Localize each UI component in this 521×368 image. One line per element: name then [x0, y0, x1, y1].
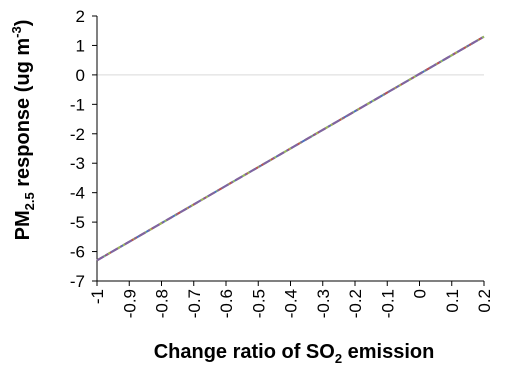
x-tick-label: -0.9: [120, 289, 139, 318]
y-tick-label: 2: [76, 7, 85, 26]
x-tick-label: 0.1: [443, 289, 462, 313]
y-tick-label: -4: [70, 184, 85, 203]
x-tick-label: 0.2: [475, 289, 494, 313]
x-tick-labels: -1 -0.9 -0.8 -0.7 -0.6 -0.5 -0.4 -0.3 -0.2 -0.1 0 0…: [88, 289, 494, 318]
x-tick-label: -0.3: [314, 289, 333, 318]
y-tick-label: -7: [70, 272, 85, 291]
x-tick-label: -0.2: [346, 289, 365, 318]
y-tick-label: -2: [70, 125, 85, 144]
series-layer: [96, 35, 485, 262]
y-tick-label: -6: [70, 243, 85, 262]
y-tick-label: 1: [76, 36, 85, 55]
y-tick-label: -1: [70, 95, 85, 114]
y-tick-label: 0: [76, 66, 85, 85]
x-tick-label: 0: [411, 289, 430, 298]
x-tick-label: -0.4: [282, 289, 301, 318]
y-tick-labels: 2 1 0 -1 -2 -3 -4 -5 -6 -7: [70, 7, 85, 291]
x-tick-label: -0.5: [249, 289, 268, 318]
x-axis-title: Change ratio of SO2 emission: [154, 341, 435, 366]
axes-layer: [92, 15, 485, 286]
series-line-4: [96, 35, 485, 262]
y-axis-title: PM2.5 response (ug m-3): [9, 20, 37, 241]
x-tick-label: -0.7: [185, 289, 204, 318]
x-tick-label: -0.8: [153, 289, 172, 318]
x-tick-label: -1: [88, 289, 107, 304]
x-tick-label: -0.6: [217, 289, 236, 318]
y-tick-label: -3: [70, 154, 85, 173]
y-tick-label: -5: [70, 213, 85, 232]
x-tick-label: -0.1: [378, 289, 397, 318]
